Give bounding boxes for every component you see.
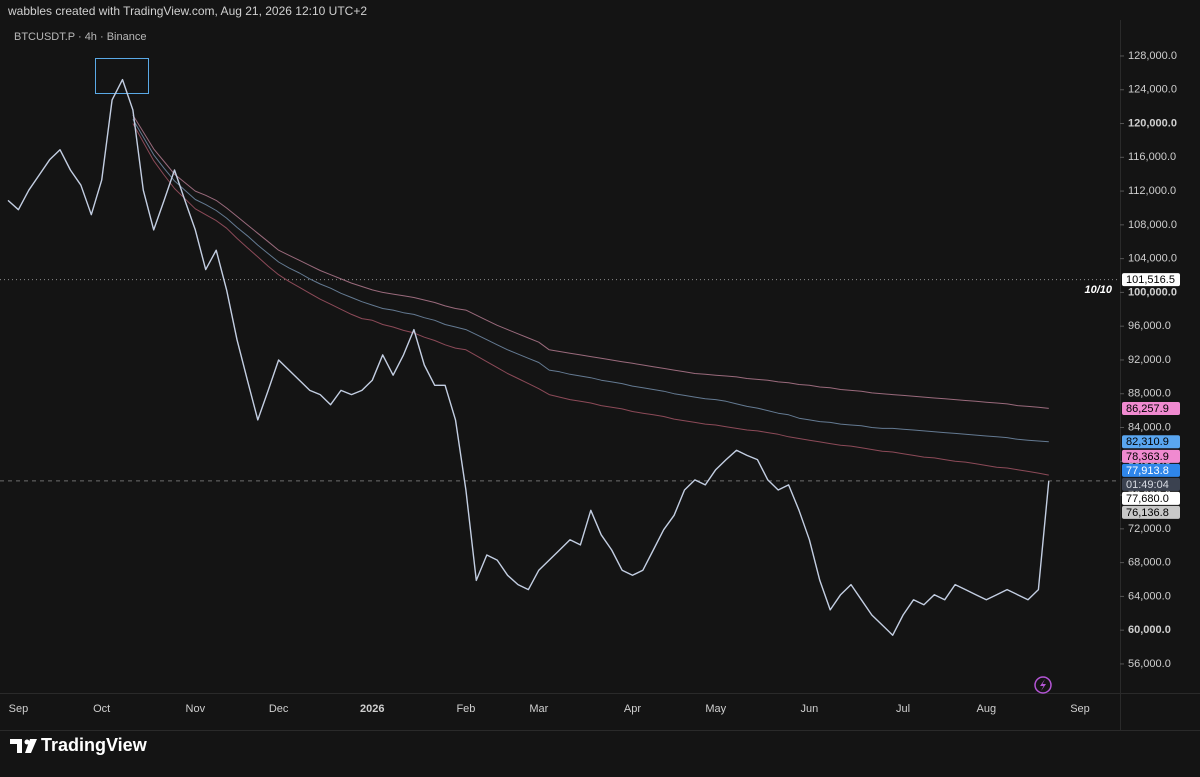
y-tick-label: 108,000.0 — [1128, 219, 1177, 231]
x-tick-label: Nov — [186, 703, 206, 715]
symbol-title: BTCUSDT.P · 4h · Binance — [14, 31, 146, 43]
logo-text: TradingView — [41, 735, 148, 755]
y-tick-label: 124,000.0 — [1128, 84, 1177, 96]
y-tick-label: 128,000.0 — [1128, 50, 1177, 62]
y-tick-label: 72,000.0 — [1128, 523, 1171, 535]
band-line — [132, 114, 1049, 409]
y-tick-label: 88,000.0 — [1128, 388, 1171, 400]
price-tag — [1122, 449, 1180, 463]
price-tag — [1122, 505, 1180, 519]
icon-ring[interactable] — [1034, 676, 1052, 694]
y-tick-label: 84,000.0 — [1128, 421, 1171, 433]
y-tick-label: 64,000.0 — [1128, 590, 1171, 602]
price-tag-label: 77,680.0 — [1126, 493, 1169, 505]
icon-bolt[interactable] — [1040, 679, 1046, 691]
highlight-box — [95, 58, 149, 94]
x-tick-label: Oct — [93, 703, 110, 715]
logo-mark — [10, 739, 22, 753]
price-tag — [1122, 463, 1180, 477]
x-tick-label: Dec — [269, 703, 289, 715]
y-tick-label: 56,000.0 — [1128, 658, 1171, 670]
annotation: 10/10 — [1084, 284, 1112, 296]
y-tick-label: 68,000.0 — [1128, 557, 1171, 569]
price-tag-label: 78,363.9 — [1126, 451, 1169, 463]
x-tick-label: Mar — [529, 703, 548, 715]
price-tag — [1122, 273, 1180, 287]
y-tick-label: 96,000.0 — [1128, 320, 1171, 332]
x-tick-label: Feb — [456, 703, 475, 715]
y-tick-label: 112,000.0 — [1128, 185, 1176, 197]
y-tick-label: 104,000.0 — [1128, 253, 1177, 265]
price-tag-label: 77,913.8 — [1126, 465, 1169, 477]
y-tick-label: 120,000.0 — [1128, 117, 1177, 129]
logo-dot — [24, 739, 30, 745]
price-tag-label: 82,310.9 — [1126, 436, 1169, 448]
y-tick-label: 92,000.0 — [1128, 354, 1171, 366]
x-tick-label: Aug — [977, 703, 997, 715]
price-tag-label: 86,257.9 — [1126, 403, 1169, 415]
price-tag-label: 01:49:04 — [1126, 479, 1169, 491]
x-tick-label: Jun — [801, 703, 819, 715]
price-tag — [1122, 491, 1180, 505]
y-tick-label: 116,000.0 — [1128, 151, 1176, 163]
price-tag — [1122, 401, 1180, 415]
y-tick-label: 60,000.0 — [1128, 624, 1171, 636]
price-tag-label: 101,516.5 — [1126, 274, 1175, 286]
price-tag — [1122, 477, 1180, 491]
y-tick-label: 100,000.0 — [1128, 286, 1177, 298]
x-tick-label: Sep — [1070, 703, 1090, 715]
price-tag-label: 76,136.8 — [1126, 507, 1169, 519]
price-line-series — [7, 78, 1050, 636]
logo-mark — [25, 739, 37, 753]
band-line — [132, 123, 1049, 476]
x-tick-label: Jul — [896, 703, 910, 715]
logo: TradingView — [10, 735, 148, 755]
header: wabbles created with TradingView.com, Au… — [7, 4, 367, 18]
replay-icon[interactable] — [1034, 676, 1052, 694]
x-tick-label: 2026 — [360, 703, 384, 715]
x-tick-label: Apr — [624, 703, 641, 715]
x-tick-label: Sep — [9, 703, 29, 715]
band-line — [132, 119, 1049, 443]
price-tag — [1122, 435, 1180, 449]
x-tick-label: May — [705, 703, 726, 715]
